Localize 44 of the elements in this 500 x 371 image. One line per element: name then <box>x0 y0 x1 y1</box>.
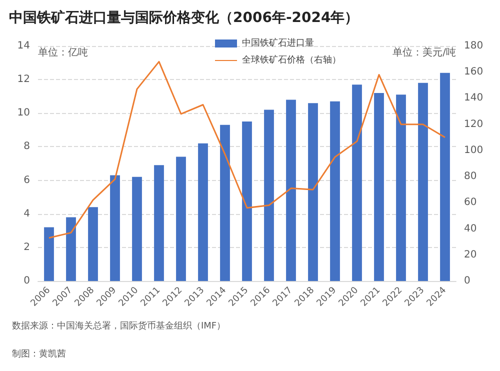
y-tick-label: 12 <box>17 74 30 86</box>
bar <box>374 93 384 281</box>
bar <box>66 217 76 281</box>
legend-label: 中国铁矿石进口量 <box>242 38 314 48</box>
y2-tick-label: 40 <box>464 223 477 234</box>
y-tick-label: 10 <box>17 108 30 119</box>
y-tick-label: 14 <box>17 40 30 52</box>
y-tick-label: 4 <box>24 208 30 220</box>
bar <box>330 101 340 281</box>
y-tick-label: 0 <box>24 276 30 286</box>
y2-tick-label: 140 <box>464 92 484 104</box>
text: 制图：黄凯茜 <box>12 348 66 360</box>
bar <box>418 82 428 281</box>
bar <box>154 165 164 281</box>
bar <box>220 124 230 281</box>
source-note: 数据来源：中国海关总署，国际货币基金组织（IMF） <box>12 320 226 332</box>
y2-tick-label: 160 <box>464 66 484 78</box>
y-tick-label: 6 <box>24 174 30 186</box>
bar <box>352 84 362 281</box>
y2-tick-label: 60 <box>464 197 477 208</box>
bar <box>132 176 142 281</box>
bar <box>396 94 406 281</box>
bar <box>110 175 120 281</box>
bar <box>88 207 98 281</box>
bar <box>264 110 274 281</box>
y2-axis-title: 单位：美元/吨 <box>392 46 456 58</box>
y2-tick-label: 180 <box>464 40 484 52</box>
y-axis-title: 单位：亿吨 <box>38 46 88 58</box>
bar <box>440 72 450 281</box>
y2-tick-label: 0 <box>464 276 470 286</box>
bar <box>308 103 318 281</box>
y-tick-label: 8 <box>24 141 30 152</box>
y-tick-label: 2 <box>24 242 30 253</box>
y2-tick-label: 20 <box>464 249 477 260</box>
bar <box>242 122 252 281</box>
y2-tick-label: 100 <box>464 144 484 156</box>
bar <box>286 100 296 281</box>
chart-title: 中国铁矿石进口量与国际价格变化（2006年-2024年） <box>9 9 359 26</box>
bar <box>44 227 54 281</box>
legend-label: 全球铁矿石价格（右轴） <box>242 54 341 66</box>
y2-tick-label: 80 <box>464 171 477 182</box>
y2-tick-label: 120 <box>464 118 484 130</box>
bar <box>176 156 186 281</box>
bar <box>198 143 208 281</box>
